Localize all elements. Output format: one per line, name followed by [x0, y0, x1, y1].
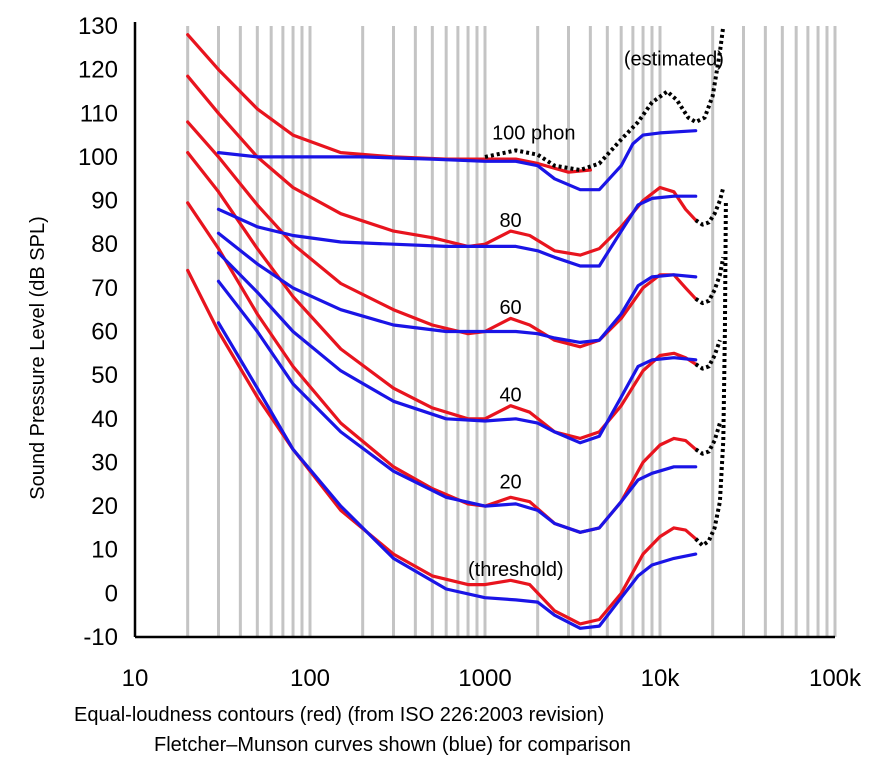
x-tick-label: 1000: [458, 665, 511, 692]
y-tick-label: 0: [105, 580, 118, 607]
series-line: [694, 256, 726, 306]
y-tick-label: 80: [91, 231, 118, 258]
y-tick-label: 20: [91, 493, 118, 520]
caption-blue-curves: Fletcher–Munson curves shown (blue) for …: [154, 734, 631, 756]
x-tick-label: 10: [122, 665, 149, 692]
x-tick-labels: 10 100 1000 10k 100k: [122, 665, 862, 692]
y-tick-label: 90: [91, 188, 118, 215]
series-line: [186, 33, 593, 174]
series-line: [216, 251, 698, 445]
annotation-label: 100 phon: [492, 122, 575, 144]
y-tick-label: 60: [91, 319, 118, 346]
series-line: [216, 321, 698, 630]
series-line: [186, 74, 698, 257]
y-tick-label: 10: [91, 537, 118, 564]
x-tick-label: 10k: [641, 665, 681, 692]
annotation-label: 20: [499, 472, 521, 494]
series-line: [216, 231, 698, 344]
annotation-label: 40: [499, 384, 521, 406]
y-axis-label: Sound Pressure Level (dB SPL): [27, 216, 49, 500]
y-tick-label: 120: [78, 57, 118, 84]
annotation-label: 60: [499, 297, 521, 319]
y-tick-label: 50: [91, 362, 118, 389]
series-line: [216, 279, 698, 534]
series-line: [216, 129, 698, 192]
y-tick-label: -10: [83, 624, 118, 651]
annotations: (estimated) 100 phon 80 60 40 20 (threshold): [468, 48, 724, 581]
y-tick-label: 30: [91, 449, 118, 476]
y-tick-label: 130: [78, 13, 118, 40]
y-tick-label: 40: [91, 406, 118, 433]
series-line: [694, 422, 722, 456]
series-line: [694, 200, 728, 548]
annotation-label: (estimated): [624, 48, 724, 70]
y-tick-label: 70: [91, 275, 118, 302]
x-tick-label: 100k: [809, 665, 862, 692]
series-line: [694, 339, 722, 371]
series-line: [694, 186, 726, 227]
series-lines: [186, 25, 728, 630]
annotation-label: (threshold): [468, 559, 564, 581]
annotation-label: 80: [499, 210, 521, 232]
series-line: [484, 25, 726, 172]
axes: [133, 22, 835, 639]
x-tick-label: 100: [290, 665, 330, 692]
y-tick-label: 110: [80, 100, 118, 127]
series-line: [216, 194, 698, 268]
series-line: [186, 151, 698, 440]
caption-red-curves: Equal-loudness contours (red) (from ISO …: [74, 704, 605, 726]
y-tick-label: 100: [78, 144, 118, 171]
series-line: [186, 201, 698, 534]
